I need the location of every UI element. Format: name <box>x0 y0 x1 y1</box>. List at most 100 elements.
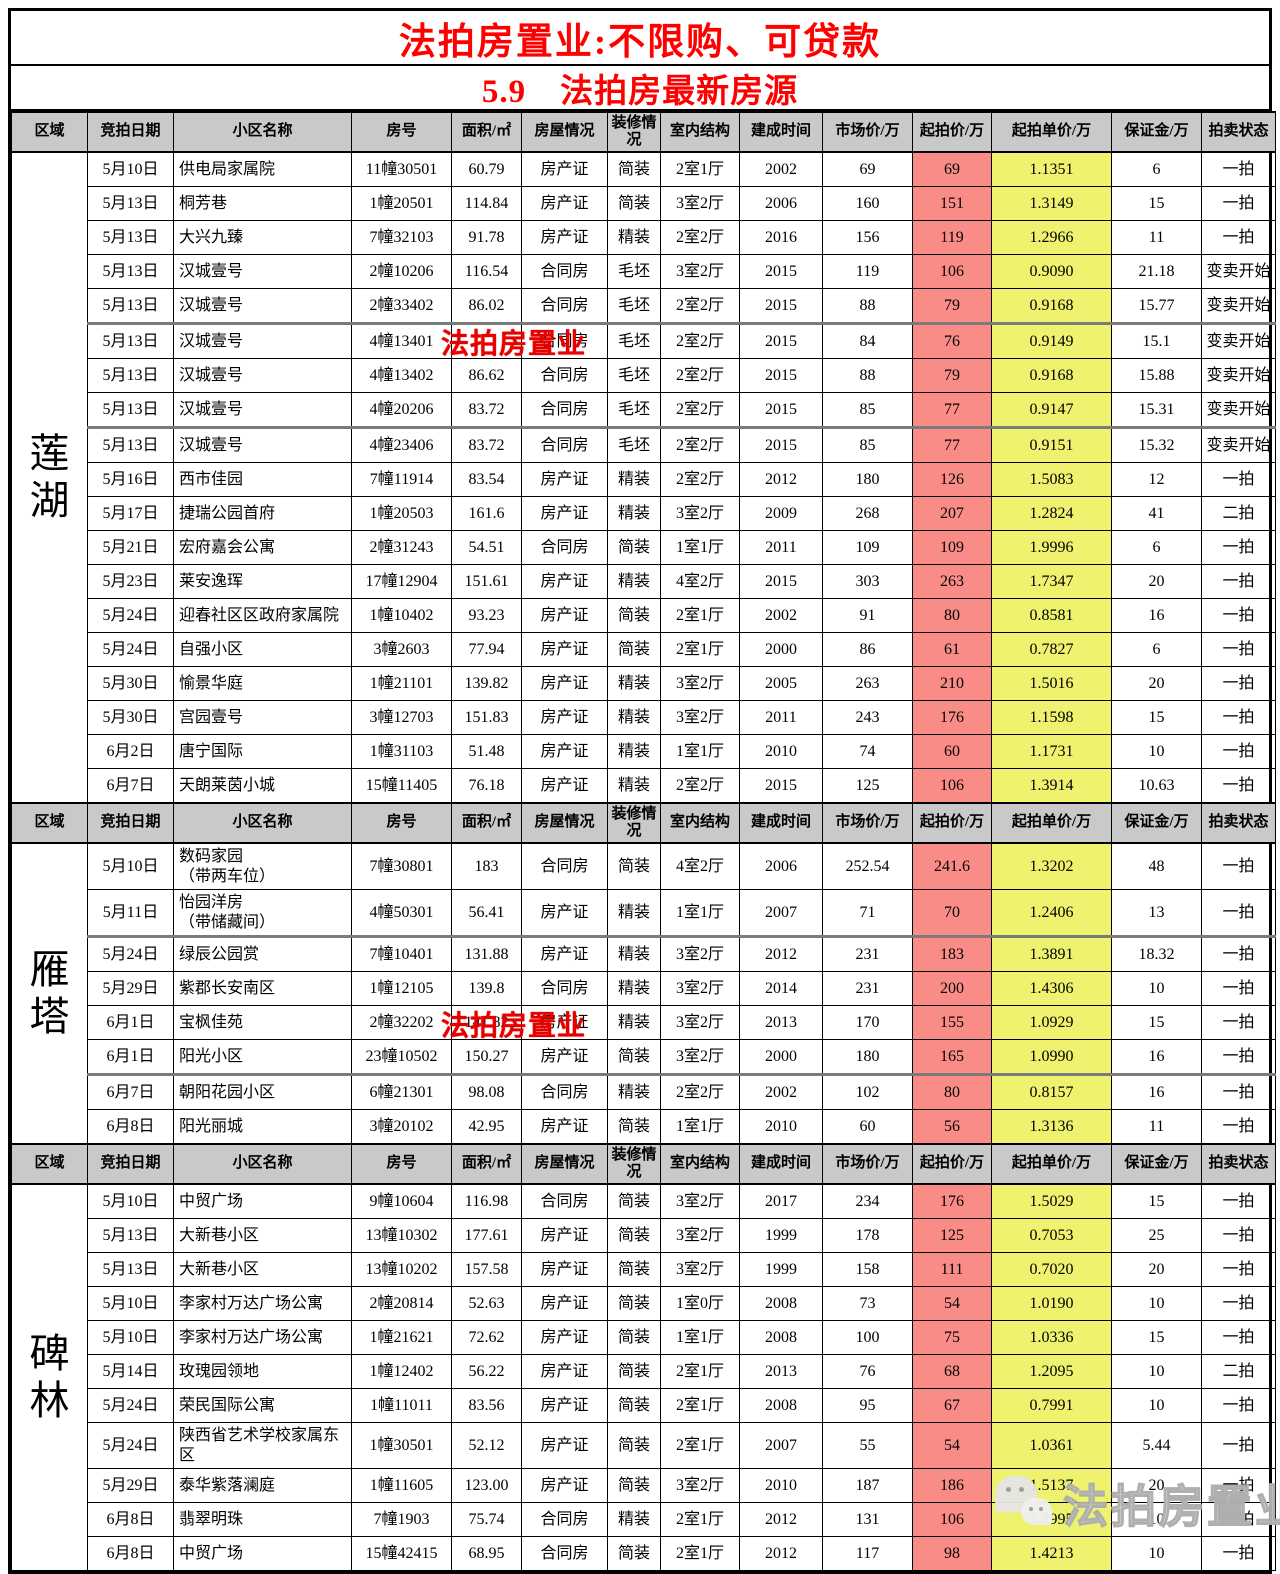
cell-room-layout: 1室1厅 <box>660 530 740 565</box>
cell-build-year: 2014 <box>739 971 823 1006</box>
cell-deposit: 10.63 <box>1111 768 1202 804</box>
cell-unit-price: 1.0990 <box>991 1039 1112 1076</box>
cell-decoration: 简装 <box>607 1388 661 1423</box>
cell-community: 中贸广场 <box>173 1536 352 1571</box>
cell-decoration: 简装 <box>607 1039 661 1076</box>
cell-room-layout: 2室1厅 <box>660 632 740 667</box>
table-row: 5月30日 愉景华庭 1幢21101 139.82 房产证 精装 3室2厅 2005 263 21… <box>12 666 1276 701</box>
cell-decoration: 精装 <box>607 496 661 531</box>
cell-room-layout: 2室1厅 <box>660 1422 740 1469</box>
cell-community: 玫瑰园领地 <box>173 1354 352 1389</box>
cell-room-number: 1幢11011 <box>351 1388 452 1423</box>
cell-room-number: 17幢12904 <box>351 564 452 599</box>
cell-room-layout: 3室2厅 <box>660 936 740 972</box>
cell-community: 荣民国际公寓 <box>173 1388 352 1423</box>
cell-build-year: 2010 <box>739 1468 823 1503</box>
cell-unit-price: 1.1351 <box>991 151 1112 187</box>
cell-deposit: 15 <box>1111 1183 1202 1219</box>
cell-room-layout: 3室2厅 <box>660 971 740 1006</box>
cell-auction-status: 一拍 <box>1201 632 1276 667</box>
cell-room-number: 23幢10502 <box>351 1039 452 1076</box>
cell-house-status: 房产证 <box>521 1252 608 1287</box>
cell-start-price: 77 <box>912 392 992 429</box>
cell-build-year: 2012 <box>739 462 823 497</box>
cell-community: 供电局家属院 <box>173 151 352 187</box>
cell-auction-status: 一拍 <box>1201 462 1276 497</box>
cell-build-year: 2015 <box>739 392 823 429</box>
cell-deposit: 6 <box>1111 151 1202 187</box>
column-header: 房屋情况 <box>521 802 608 844</box>
cell-date: 5月13日 <box>87 288 174 325</box>
column-header: 区域 <box>11 111 88 153</box>
cell-decoration: 简装 <box>607 1109 661 1145</box>
cell-market-price: 71 <box>822 889 913 938</box>
cell-room-layout: 3室2厅 <box>660 254 740 289</box>
cell-auction-status: 一拍 <box>1201 1005 1276 1040</box>
cell-community: 汉城壹号 <box>173 427 352 463</box>
cell-start-price: 125 <box>912 1218 992 1253</box>
cell-start-price: 54 <box>912 1422 992 1469</box>
cell-decoration: 精装 <box>607 666 661 701</box>
cell-community: 天朗莱茵小城 <box>173 768 352 804</box>
table-row: 5月16日 西市佳园 7幢11914 83.54 房产证 精装 2室2厅 2012 180 126… <box>12 462 1276 497</box>
cell-date: 5月29日 <box>87 1468 174 1503</box>
cell-unit-price: 1.3202 <box>991 842 1112 890</box>
cell-house-status: 房产证 <box>521 496 608 531</box>
column-header-row: 区域 竞拍日期 小区名称 房号 面积/㎡ 房屋情况 装修情况 室内结构 建成时间 市场价/万 起拍价… <box>11 111 1276 153</box>
table-row: 6月7日 天朗莱茵小城 15幢11405 76.18 房产证 精装 2室2厅 2015 125 1… <box>12 768 1276 804</box>
cell-build-year: 2015 <box>739 254 823 289</box>
cell-area <box>451 323 522 359</box>
cell-unit-price: 1.3914 <box>991 768 1112 804</box>
cell-room-layout: 3室2厅 <box>660 1039 740 1076</box>
cell-unit-price: 0.8157 <box>991 1074 1112 1110</box>
cell-room-layout: 1室1厅 <box>660 889 740 938</box>
cell-date: 5月30日 <box>87 700 174 735</box>
cell-start-price: 210 <box>912 666 992 701</box>
cell-community: 捷瑞公园首府 <box>173 496 352 531</box>
cell-date: 6月8日 <box>87 1502 174 1537</box>
column-header: 起拍价/万 <box>912 1143 992 1185</box>
cell-build-year: 2005 <box>739 666 823 701</box>
cell-room-number: 4幢20206 <box>351 392 452 429</box>
cell-area: 76.18 <box>451 768 522 804</box>
cell-date: 5月13日 <box>87 392 174 429</box>
table-row: 5月13日 汉城壹号 4幢13401 合同房 毛坯 2室2厅 2015 84 76 0.9149 1… <box>12 323 1276 359</box>
cell-deposit: 20 <box>1111 1252 1202 1287</box>
cell-room-number: 1幢12105 <box>351 971 452 1006</box>
cell-community: 自强小区 <box>173 632 352 667</box>
cell-house-status: 房产证 <box>521 666 608 701</box>
cell-auction-status: 一拍 <box>1201 220 1276 255</box>
cell-community: 西市佳园 <box>173 462 352 497</box>
cell-date: 5月24日 <box>87 1422 174 1469</box>
cell-house-status: 合同房 <box>521 971 608 1006</box>
cell-auction-status: 变卖开始 <box>1201 288 1276 325</box>
cell-community: 数码家园 （带两车位） <box>173 842 352 890</box>
cell-unit-price: 1.5016 <box>991 666 1112 701</box>
column-header: 装修情况 <box>607 1143 661 1185</box>
cell-room-layout: 1室0厅 <box>660 1286 740 1321</box>
cell-decoration: 简装 <box>607 1320 661 1355</box>
cell-date: 5月17日 <box>87 496 174 531</box>
cell-start-price: 155 <box>912 1005 992 1040</box>
column-header: 起拍单价/万 <box>991 1143 1112 1185</box>
cell-start-price: 263 <box>912 564 992 599</box>
cell-house-status: 房产证 <box>521 734 608 769</box>
table-row: 碑林 5月10日 中贸广场 9幢10604 116.98 合同房 简装 3室2厅 2017 234… <box>11 1183 1276 1571</box>
table-row: 5月24日 陕西省艺术学校家属东区 1幢30501 52.12 房产证 简装 2室1厅 200… <box>12 1422 1276 1469</box>
cell-house-status: 房产证 <box>521 1218 608 1253</box>
cell-market-price: 160 <box>822 186 913 221</box>
cell-house-status: 房产证 <box>521 1388 608 1423</box>
cell-build-year: 2013 <box>739 1354 823 1389</box>
column-header: 拍卖状态 <box>1201 802 1276 844</box>
column-header: 区域 <box>11 1143 88 1185</box>
cell-start-price: 69 <box>912 151 992 187</box>
cell-area: 72.62 <box>451 1320 522 1355</box>
cell-start-price: 79 <box>912 288 992 325</box>
cell-date: 5月23日 <box>87 564 174 599</box>
cell-house-status: 合同房 <box>521 254 608 289</box>
cell-build-year: 2015 <box>739 323 823 359</box>
cell-unit-price: 0.7020 <box>991 1252 1112 1287</box>
cell-start-price: 200 <box>912 971 992 1006</box>
cell-unit-price: 1.5137 <box>991 1468 1112 1503</box>
cell-auction-status: 变卖开始 <box>1201 254 1276 289</box>
